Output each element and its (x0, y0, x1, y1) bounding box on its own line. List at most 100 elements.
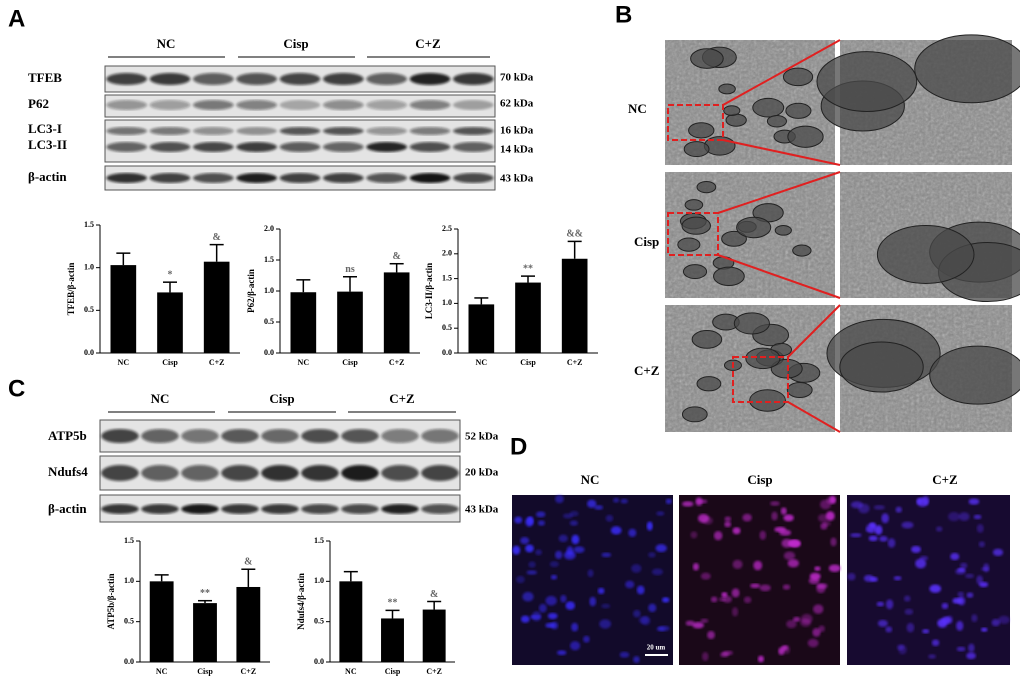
nucleus (633, 656, 640, 663)
blot-band (106, 73, 148, 85)
nucleus (743, 596, 752, 604)
nucleus (601, 552, 612, 558)
nucleus (885, 599, 894, 610)
significance-label: ** (388, 598, 398, 609)
nucleus (782, 584, 791, 590)
protein-label: ATP5b (48, 428, 87, 443)
nucleus (904, 608, 914, 615)
nucleus (879, 535, 888, 542)
nucleus (931, 639, 940, 647)
nucleus (759, 530, 767, 540)
nucleus (562, 513, 574, 519)
blot-band (149, 127, 191, 135)
x-tick-label: NC (298, 358, 310, 367)
mitochondrion (688, 122, 715, 139)
blot-band (236, 142, 278, 152)
nucleus (980, 627, 988, 632)
blot-band (301, 429, 339, 443)
mitochondrion (713, 266, 745, 287)
mitochondrion (786, 382, 813, 398)
x-tick-label: C+Z (389, 358, 405, 367)
nucleus (885, 626, 893, 633)
nucleus (571, 622, 579, 632)
blot-band (409, 127, 451, 135)
blot-band (192, 73, 234, 85)
mitochondrion (749, 389, 786, 412)
blot-band (221, 429, 259, 443)
nucleus (613, 497, 620, 503)
protein-label: Ndufs4 (48, 464, 88, 479)
nucleus (700, 618, 709, 623)
nucleus (901, 521, 914, 529)
mitochondrion (696, 180, 717, 194)
x-tick-label: Cisp (342, 358, 358, 367)
nucleus (873, 505, 885, 510)
blot-band (341, 504, 379, 514)
nucleus (648, 603, 657, 613)
mitochondrion (691, 330, 723, 349)
bar (468, 304, 495, 353)
nucleus (968, 643, 975, 653)
nucleus (876, 601, 885, 607)
y-tick-label: 0.0 (264, 348, 274, 357)
nucleus (906, 622, 915, 633)
nucleus (594, 505, 604, 510)
blot-band (106, 127, 148, 135)
blot-band (322, 173, 364, 183)
blot-band (181, 429, 219, 443)
protein-label: LC3-I (28, 121, 62, 136)
mitochondrion (683, 141, 710, 158)
nucleus (558, 534, 568, 543)
blot-band (221, 465, 259, 481)
y-tick-label: 0.5 (84, 305, 94, 314)
blot-band (192, 100, 234, 110)
blot-band (421, 465, 459, 481)
nucleus (807, 638, 819, 648)
nucleus (979, 581, 989, 588)
zoom-box (667, 104, 724, 141)
nucleus (527, 516, 534, 525)
nucleus (771, 511, 778, 521)
nucleus (826, 496, 835, 504)
blot-band (366, 73, 408, 85)
nucleus (812, 628, 821, 637)
nucleus (874, 525, 883, 535)
kda-label: 70 kDa (500, 72, 534, 84)
nucleus (960, 562, 968, 569)
nucleus (783, 551, 796, 560)
y-tick-label: 0.5 (442, 323, 452, 332)
nucleus (966, 652, 976, 660)
nucleus (702, 652, 709, 662)
blot-band (261, 504, 299, 514)
blot-band (279, 173, 321, 183)
nucleus (655, 544, 667, 553)
bar (381, 618, 404, 662)
significance-label: ** (523, 263, 533, 274)
nucleus (570, 641, 581, 651)
nucleus (665, 498, 672, 504)
nucleus (858, 503, 870, 514)
y-tick-label: 1.0 (124, 576, 134, 585)
mitochondrion (736, 216, 772, 239)
blot-band (261, 429, 299, 443)
blot-band (322, 127, 364, 135)
nucleus (950, 552, 960, 561)
blot-band (181, 465, 219, 481)
mitochondrion (718, 83, 736, 95)
nucleus (759, 584, 771, 592)
nucleus (692, 621, 704, 629)
x-tick-label: C+Z (567, 358, 583, 367)
mitochondrion (690, 48, 724, 69)
nucleus (565, 601, 576, 610)
nucleus (965, 573, 975, 579)
mitochondrion (766, 115, 787, 128)
panel-letter: C (8, 375, 25, 402)
zoom-line (722, 139, 841, 166)
blot-band (101, 465, 139, 481)
mitochondrion (876, 224, 975, 284)
protein-label: β-actin (48, 501, 87, 516)
nucleus (919, 555, 929, 561)
nucleus (724, 516, 732, 522)
nucleus (720, 652, 729, 658)
mitochondrion (682, 264, 708, 280)
